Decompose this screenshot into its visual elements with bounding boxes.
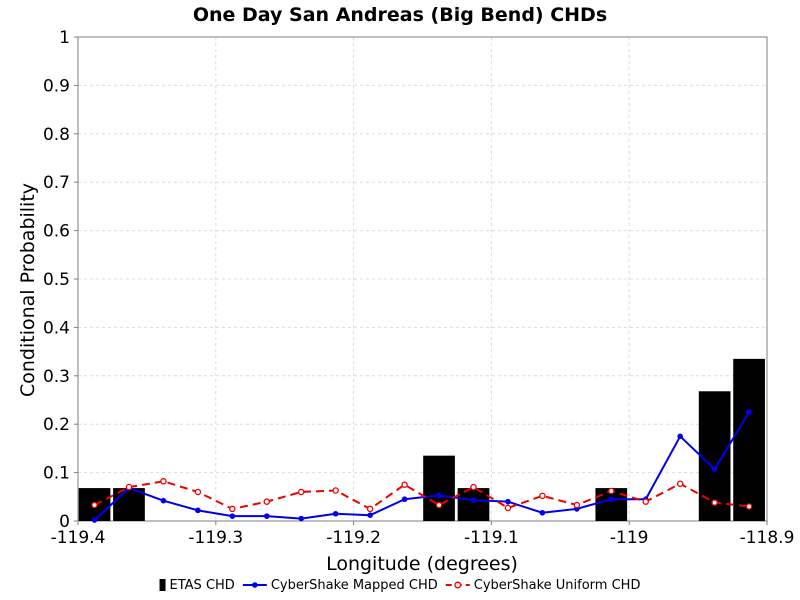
point-cybershake-mapped-chd — [91, 517, 98, 523]
y-tick-label: 0.5 — [43, 270, 70, 290]
point-cybershake-mapped-chd — [160, 497, 167, 504]
x-tick-label: -119 — [610, 528, 649, 548]
bar-etas-chd — [457, 488, 490, 521]
y-tick-label: 0.7 — [43, 173, 70, 193]
point-cybershake-uniform-chd — [366, 505, 374, 513]
point-cybershake-uniform-chd — [160, 478, 167, 485]
x-tick-label: -119.2 — [326, 528, 381, 548]
y-tick-label: 0.6 — [43, 222, 70, 242]
point-cybershake-mapped-chd — [539, 509, 546, 516]
x-axis-label: Longitude (degrees) — [326, 553, 518, 575]
legend-symbol-etas-chd — [159, 579, 166, 591]
point-cybershake-uniform-chd — [504, 504, 512, 512]
legend-label-etas-chd: ETAS CHD — [170, 578, 235, 593]
legend: ETAS CHD CyberShake Mapped CHD CyberShake … — [159, 578, 641, 593]
legend-marker-cybershake-uniform-chd — [454, 581, 462, 589]
y-tick-label: 0.8 — [43, 125, 70, 145]
point-cybershake-mapped-chd — [711, 466, 718, 473]
point-cybershake-uniform-chd — [332, 487, 339, 494]
point-cybershake-mapped-chd — [263, 513, 270, 519]
y-tick-label: 0.2 — [43, 415, 70, 435]
x-tick-label: -119.1 — [464, 528, 519, 548]
point-cybershake-uniform-chd — [711, 499, 718, 506]
point-cybershake-uniform-chd — [435, 501, 443, 509]
point-cybershake-uniform-chd — [91, 501, 98, 509]
point-cybershake-uniform-chd — [125, 483, 133, 491]
point-cybershake-uniform-chd — [608, 487, 615, 495]
point-cybershake-mapped-chd — [470, 497, 477, 503]
point-cybershake-uniform-chd — [470, 483, 477, 491]
line-cybershake-mapped-chd — [93, 411, 750, 521]
point-cybershake-uniform-chd — [745, 503, 753, 510]
y-tick-label: 0 — [59, 512, 70, 532]
grid — [77, 36, 768, 522]
point-cybershake-mapped-chd — [195, 507, 201, 514]
point-cybershake-uniform-chd — [194, 488, 202, 496]
point-cybershake-mapped-chd — [298, 515, 305, 522]
point-cybershake-mapped-chd — [677, 433, 683, 440]
point-cybershake-uniform-chd — [573, 501, 581, 509]
bar-etas-chd — [423, 455, 455, 521]
y-tick-label: 0.3 — [43, 367, 70, 387]
legend-label-cybershake-mapped-chd: CyberShake Mapped CHD — [271, 578, 438, 593]
point-cybershake-mapped-chd — [746, 409, 752, 415]
x-tick-label: -119.3 — [188, 528, 243, 548]
x-axis: -119.4 -119.3 -119.2 -119.1 -119 -118.9 — [51, 521, 795, 548]
line-series — [91, 409, 753, 523]
y-tick-label: 0.9 — [43, 76, 70, 96]
chart-title: One Day San Andreas (Big Bend) CHDs — [193, 4, 607, 26]
y-axis: 0 0.1 0.2 0.3 0.4 0.5 0.6 0.7 0.8 0.9 1 — [43, 28, 78, 532]
point-cybershake-uniform-chd — [676, 480, 684, 487]
y-tick-label: 0.1 — [43, 464, 70, 484]
point-cybershake-mapped-chd — [332, 510, 339, 517]
point-cybershake-mapped-chd — [505, 498, 511, 505]
point-cybershake-mapped-chd — [401, 496, 408, 503]
point-cybershake-uniform-chd — [539, 492, 546, 500]
point-cybershake-mapped-chd — [608, 496, 615, 503]
legend-marker-cybershake-mapped-chd — [252, 582, 258, 588]
point-cybershake-mapped-chd — [436, 492, 442, 499]
point-cybershake-uniform-chd — [297, 488, 305, 496]
point-cybershake-uniform-chd — [263, 498, 271, 505]
point-cybershake-mapped-chd — [367, 512, 373, 518]
legend-label-cybershake-uniform-chd: CyberShake Uniform CHD — [474, 578, 641, 593]
point-cybershake-uniform-chd — [642, 498, 649, 505]
y-tick-label: 0.4 — [43, 318, 70, 338]
x-tick-label: -118.9 — [740, 528, 795, 548]
x-tick-label: -119.4 — [51, 528, 106, 548]
y-axis-label: Conditional Probability — [17, 183, 39, 397]
bar-etas-chd — [733, 358, 765, 521]
point-cybershake-uniform-chd — [401, 481, 408, 488]
y-tick-label: 1 — [59, 28, 70, 48]
line-cybershake-uniform-chd — [94, 480, 750, 510]
point-cybershake-mapped-chd — [229, 513, 236, 519]
point-cybershake-uniform-chd — [229, 505, 236, 513]
